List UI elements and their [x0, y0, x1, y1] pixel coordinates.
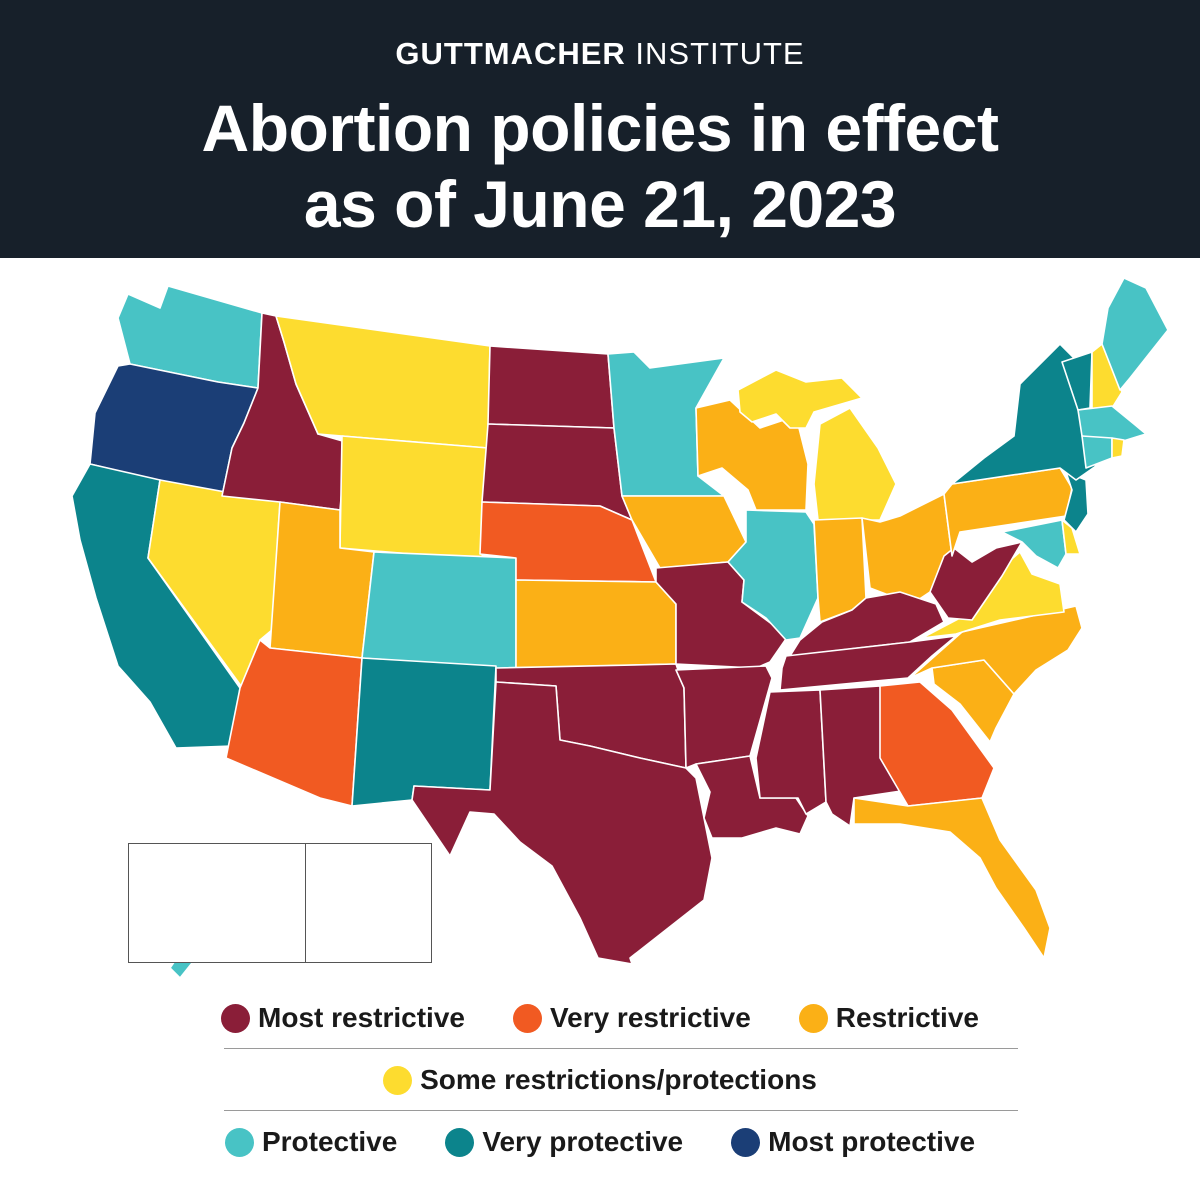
legend-label: Very restrictive — [549, 1002, 751, 1033]
hawaii-inset-frame — [305, 843, 432, 963]
legend-item-protective: Protective — [224, 1126, 398, 1158]
legend-swatch-protective — [224, 1127, 254, 1157]
state-me — [1101, 277, 1169, 391]
legend-row-1: Most restrictive Very restrictive Restrict… — [0, 996, 1200, 1040]
legend-label: Restrictive — [835, 1002, 979, 1033]
state-ct — [1081, 435, 1113, 469]
header-banner: GUTTMACHER INSTITUTE Abortion policies i… — [0, 0, 1200, 258]
legend-swatch-some — [383, 1065, 413, 1095]
legend-item-very-restrictive: Very restrictive — [512, 1002, 751, 1034]
legend-swatch-most-protective — [731, 1127, 761, 1157]
org-name-light: INSTITUTE — [625, 36, 805, 71]
state-nh — [1091, 343, 1123, 411]
page-title: Abortion policies in effect as of June 2… — [0, 90, 1200, 242]
state-la — [695, 755, 809, 839]
state-nc — [909, 605, 1083, 695]
state-tx — [411, 681, 713, 965]
alaska-inset-frame — [128, 843, 306, 963]
legend-item-restrictive: Restrictive — [798, 1002, 979, 1034]
title-line-1: Abortion policies in effect — [201, 91, 999, 165]
org-name-bold: GUTTMACHER — [395, 36, 626, 71]
legend-divider-1 — [224, 1048, 1018, 1049]
state-fl — [853, 797, 1051, 959]
legend-swatch-very-protective — [445, 1127, 475, 1157]
legend-row-3: Protective Very protective Most protective — [0, 1120, 1200, 1164]
state-ks — [515, 579, 677, 669]
title-line-2: as of June 21, 2023 — [303, 167, 897, 241]
legend-row-2: Some restrictions/protections — [0, 1058, 1200, 1102]
state-nj — [1063, 471, 1089, 533]
legend-label: Protective — [261, 1126, 398, 1157]
legend-label: Some restrictions/protections — [420, 1064, 817, 1095]
state-ga — [879, 681, 995, 807]
us-map-svg — [71, 277, 1169, 979]
state-nm — [351, 657, 497, 807]
state-wv — [929, 541, 1023, 621]
legend-item-most-protective: Most protective — [731, 1126, 975, 1158]
legend-item-most-restrictive: Most restrictive — [221, 1002, 465, 1034]
state-co — [361, 551, 517, 671]
legend-swatch-very-restrictive — [512, 1003, 542, 1033]
legend-swatch-most-restrictive — [221, 1003, 251, 1033]
us-map — [0, 258, 1200, 998]
legend-label: Very protective — [482, 1126, 684, 1157]
legend-divider-2 — [224, 1110, 1018, 1111]
state-ms — [755, 689, 827, 815]
state-mi — [737, 369, 863, 429]
state-nd — [487, 345, 615, 429]
state-wy — [339, 435, 489, 561]
state-tn — [779, 635, 957, 691]
legend-label: Most restrictive — [258, 1002, 465, 1033]
legend-label: Most protective — [768, 1126, 976, 1157]
state-ri — [1111, 437, 1125, 459]
legend-swatch-restrictive — [798, 1003, 828, 1033]
org-name: GUTTMACHER INSTITUTE — [0, 36, 1200, 72]
state-mi-lower — [813, 407, 897, 521]
state-il — [727, 509, 819, 641]
legend-item-very-protective: Very protective — [445, 1126, 683, 1158]
legend-item-some: Some restrictions/protections — [383, 1064, 817, 1096]
